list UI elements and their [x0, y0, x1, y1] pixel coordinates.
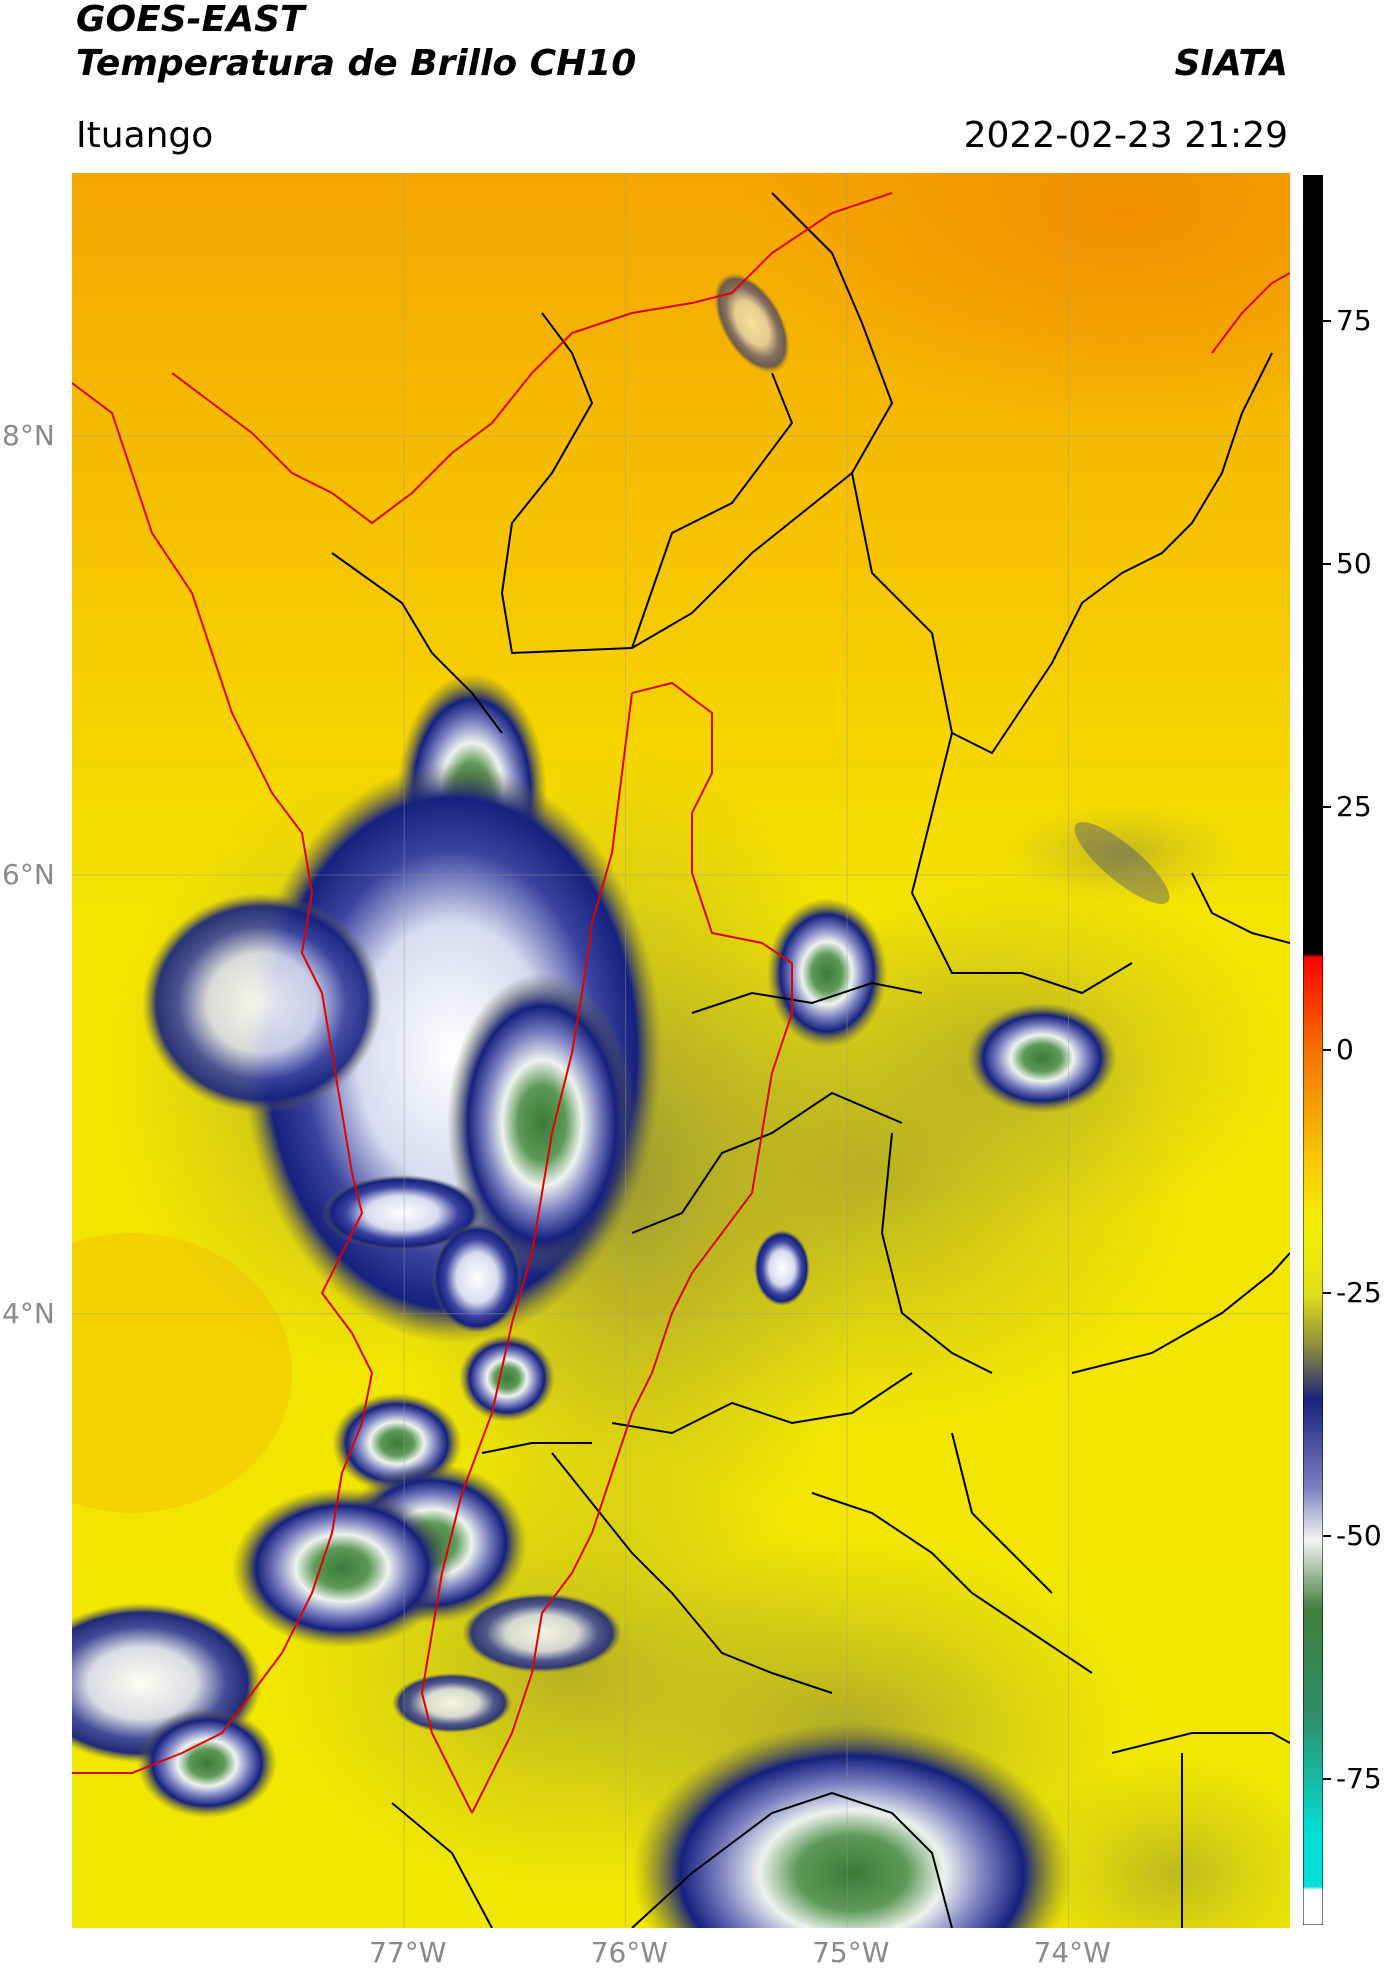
lat-label: 4°N — [2, 1296, 55, 1330]
region-label: Ituango — [76, 115, 214, 156]
admin-borders-black — [331, 192, 1290, 1928]
colorbar-tick-label: 50 — [1336, 546, 1372, 580]
colorbar-tick-label: 0 — [1336, 1033, 1354, 1066]
colorbar-tick — [1323, 805, 1331, 808]
colorbar-tick — [1323, 562, 1331, 565]
agency-label: SIATA — [1174, 43, 1288, 84]
satellite-map — [72, 173, 1290, 1928]
colorbar-tick — [1323, 319, 1331, 322]
colorbar-tick — [1323, 1535, 1331, 1538]
datetime-label: 2022-02-23 21:29 — [963, 115, 1288, 156]
coast-and-border-red — [72, 192, 1290, 1814]
title-source: GOES-EAST — [76, 0, 305, 40]
gridlines — [72, 173, 1290, 1928]
lon-label: 74°W — [1033, 1936, 1111, 1969]
lon-label: 76°W — [590, 1936, 668, 1969]
lat-label: 8°N — [2, 419, 55, 453]
lon-label: 77°W — [369, 1936, 447, 1969]
colorbar-tick-label: -25 — [1336, 1276, 1382, 1310]
lon-label: 75°W — [812, 1936, 890, 1969]
colorbar — [1303, 175, 1323, 1925]
colorbar-tick-label: 25 — [1336, 789, 1372, 823]
lat-label: 6°N — [2, 858, 55, 891]
colorbar-tick — [1323, 1778, 1331, 1781]
title-product: Temperatura de Brillo CH10 — [76, 43, 637, 84]
colorbar-tick-label: -50 — [1336, 1519, 1382, 1553]
convective-cores — [72, 273, 1170, 1928]
colorbar-tick — [1323, 1292, 1331, 1295]
colorbar-tick-label: -75 — [1336, 1762, 1382, 1796]
colorbar-tick — [1323, 1049, 1331, 1051]
colorbar-tick-label: 75 — [1336, 303, 1372, 337]
